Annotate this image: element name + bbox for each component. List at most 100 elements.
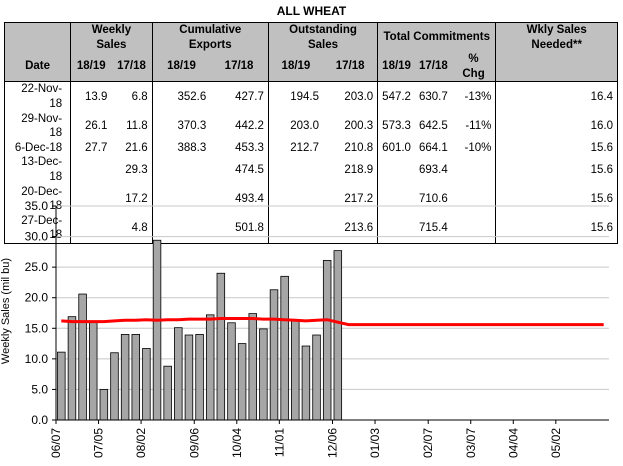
value-cell: 664.1: [418, 141, 448, 154]
value-cell: 218.9: [344, 163, 374, 176]
y-tick-labels: 0.0 5.0 10.0 15.0 20.0 25.0 30.0 35.0: [25, 199, 49, 427]
subheader: 17/18: [414, 52, 452, 83]
x-tick-label: 10/04: [230, 428, 244, 458]
table-row: 29-Nov-18 26.1 11.8 370.3 442.2 203.0 200.3 573…: [3, 111, 618, 141]
bar: [131, 333, 140, 421]
bar: [195, 333, 204, 421]
subheader: 17/18: [323, 52, 378, 83]
value-cell: 15.6: [495, 213, 618, 244]
table-row: 20-Dec-18 17.2 493.4 217.2 710.6 15.6: [3, 184, 618, 214]
bar: [269, 289, 279, 421]
subheader-row: Date 18/19 17/18 18/19 17/18 18/19 17/18…: [3, 52, 618, 83]
value-cell: [267, 184, 324, 214]
bar: [301, 345, 311, 421]
subheader: 18/19: [151, 52, 211, 83]
value-cell: 29.3: [125, 163, 148, 176]
value-cell: [451, 213, 496, 244]
value-cell: [151, 155, 211, 185]
value-cell: 217.2: [344, 192, 374, 205]
value-cell: 203.0: [344, 90, 374, 103]
value-cell: 11.8: [126, 119, 148, 132]
table-row: 6-Dec-18 27.7 21.6 388.3 453.3 212.7 210.8 601.…: [3, 140, 618, 156]
value-cell: [70, 213, 112, 244]
bar: [152, 239, 162, 421]
value-cell: 693.4: [418, 163, 448, 176]
value-cell: 710.6: [418, 192, 448, 205]
subheader: 17/18: [111, 52, 153, 83]
x-tick-label: 05/02: [549, 428, 563, 458]
value-cell: [267, 213, 324, 244]
value-cell: 21.6: [125, 141, 148, 154]
bar: [57, 351, 66, 421]
needed-subheader: [495, 52, 618, 83]
value-cell: 501.8: [210, 213, 269, 244]
x-tick-label: 08/02: [134, 428, 148, 458]
value-cell: 6.8: [131, 90, 148, 103]
x-tick-label: 06/07: [49, 428, 63, 458]
value-cell: 352.6: [151, 81, 211, 112]
value-cell: 200.3: [344, 119, 374, 132]
y-tick-label: 30.0: [25, 230, 49, 244]
value-cell: 212.7: [267, 140, 324, 156]
value-cell: 16.4: [495, 81, 618, 112]
y-tick-label: 15.0: [25, 321, 49, 335]
date-cell: 27-Dec-18: [3, 213, 71, 244]
bar: [163, 365, 172, 421]
subheader: 18/19: [377, 52, 415, 83]
value-cell: 601.0: [377, 140, 415, 156]
value-cell: [151, 213, 211, 244]
bar: [312, 334, 321, 421]
value-cell: 388.3: [151, 140, 211, 156]
value-cell: 15.6: [495, 184, 618, 214]
x-tick-labels: 06/07 07/05 08/02 09/06 10/04 11/01 12/06 01/03…: [49, 428, 563, 458]
bar: [333, 250, 343, 421]
bar: [205, 314, 215, 421]
bar-series: [57, 239, 343, 421]
x-tick-label: 04/04: [506, 428, 520, 458]
date-cell: 20-Dec-18: [3, 184, 71, 214]
value-cell: 4.8: [111, 213, 153, 244]
date-cell: 13-Dec-18: [3, 155, 71, 185]
bar: [248, 313, 257, 421]
x-tick-label: 02/07: [421, 428, 435, 458]
group-header-row: Weekly Sales Cumulative Exports Outstand…: [3, 22, 618, 53]
bar: [237, 343, 247, 421]
bar: [216, 272, 226, 421]
x-tick-label: 09/06: [187, 428, 201, 458]
value-cell: [70, 155, 112, 185]
value-cell: -13%: [464, 90, 492, 103]
axes: [52, 205, 609, 424]
x-tick-label: 01/03: [368, 428, 382, 458]
y-tick-label: 35.0: [25, 199, 49, 213]
table-row: 13-Dec-18 29.3 474.5 218.9 693.4 15.6: [3, 155, 618, 185]
y-tick-label: 5.0: [31, 382, 48, 396]
y-tick-label: 10.0: [25, 352, 49, 366]
bar: [259, 328, 268, 421]
value-cell: [377, 184, 415, 214]
value-cell: 27.7: [70, 140, 112, 156]
table-row: 27-Dec-18 4.8 501.8 213.6 715.4 15.6: [3, 213, 618, 244]
value-cell: 15.6: [495, 140, 618, 156]
value-cell: 13.9: [70, 81, 112, 112]
value-cell: 427.7: [235, 90, 264, 103]
value-cell: -10%: [464, 141, 492, 154]
value-cell: 493.4: [235, 192, 264, 205]
value-cell: 203.0: [267, 111, 324, 141]
value-cell: 213.6: [323, 213, 378, 244]
group-weekly-sales: Weekly Sales: [70, 22, 153, 53]
bar: [174, 327, 183, 421]
date-cell: 29-Nov-18: [3, 111, 71, 141]
bar: [99, 389, 109, 421]
value-cell: -11%: [465, 119, 492, 132]
group-outstanding-sales: Outstanding Sales: [267, 22, 378, 53]
value-cell: 453.3: [235, 141, 264, 154]
value-cell: 370.3: [151, 111, 211, 141]
value-cell: 194.5: [267, 81, 324, 112]
subheader: 18/19: [267, 52, 324, 83]
y-tick-label: 20.0: [25, 291, 49, 305]
bar: [110, 352, 119, 421]
value-cell: 210.8: [344, 141, 374, 154]
bar: [78, 293, 87, 421]
table-body: 22-Nov-18 13.9 6.8 352.6 427.7 194.5 203.0 547.…: [3, 81, 618, 244]
value-cell: 547.2: [377, 81, 415, 112]
